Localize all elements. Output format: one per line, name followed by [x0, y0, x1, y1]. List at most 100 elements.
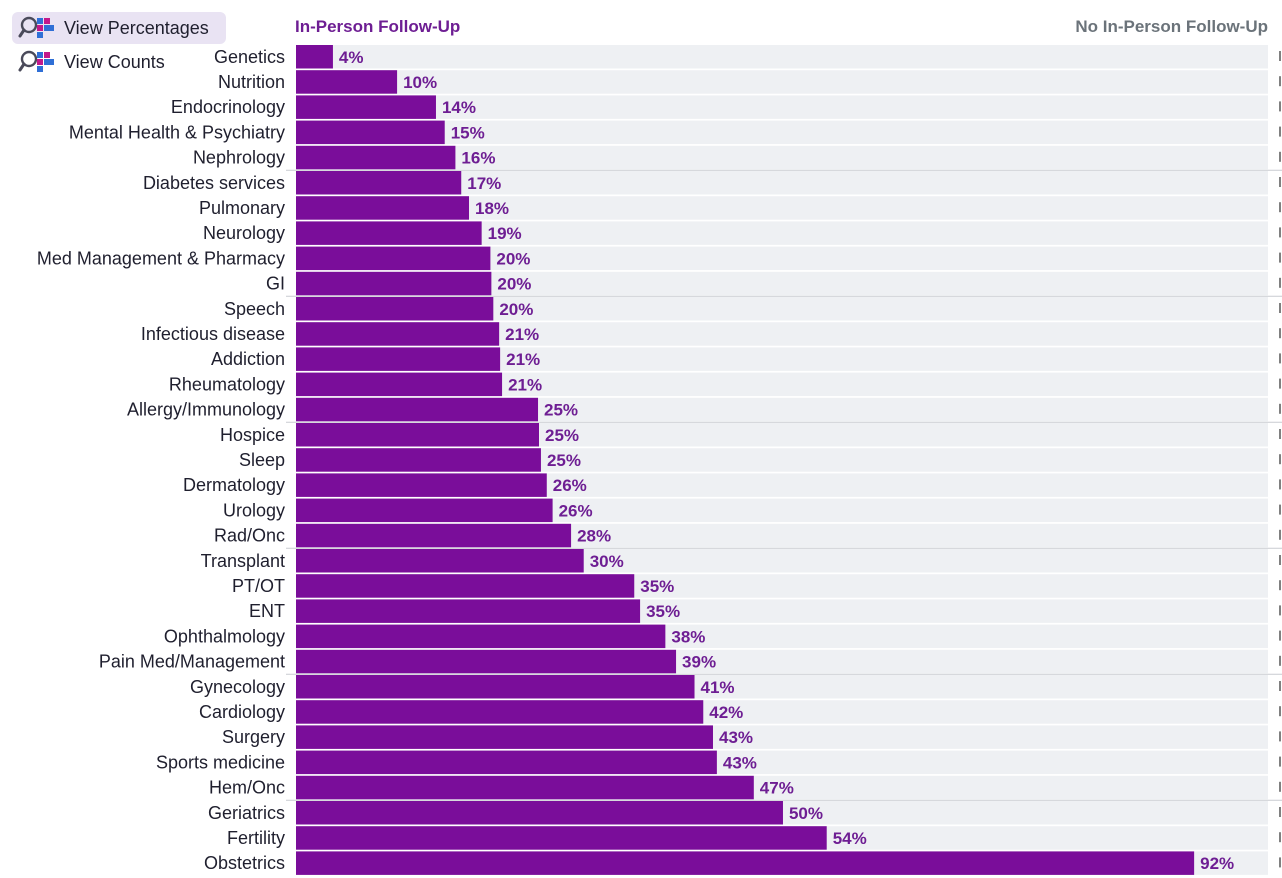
bar[interactable]	[296, 372, 503, 397]
value-label: 41%	[701, 678, 735, 697]
bar[interactable]	[296, 801, 783, 825]
category-label: Addiction	[211, 349, 285, 369]
value-label: 35%	[646, 602, 680, 621]
value-label: 21%	[505, 325, 539, 344]
value-label: 54%	[833, 829, 867, 848]
bar[interactable]	[296, 523, 572, 548]
value-label: 20%	[496, 249, 530, 268]
value-label: 25%	[544, 401, 578, 420]
bar[interactable]	[296, 95, 436, 119]
value-label: 15%	[451, 123, 485, 142]
category-label: Obstetrics	[204, 853, 285, 873]
view-counts-label: View Counts	[64, 51, 165, 72]
category-label: Nutrition	[218, 72, 285, 92]
bar-track	[296, 145, 1268, 170]
category-label: Sports medicine	[156, 752, 285, 772]
magnifier-chart-icon	[18, 16, 54, 38]
value-label: 20%	[499, 300, 533, 319]
category-label: Urology	[223, 500, 285, 520]
value-label: 26%	[559, 501, 593, 520]
bar[interactable]	[296, 221, 482, 245]
bar[interactable]	[296, 498, 553, 523]
series-label-no-in-person: No In-Person Follow-Up	[1075, 17, 1268, 36]
category-label: Genetics	[214, 47, 285, 67]
category-label: Pulmonary	[199, 198, 285, 218]
value-label: 30%	[590, 552, 624, 571]
bar[interactable]	[296, 775, 754, 800]
category-label: Transplant	[201, 551, 285, 571]
bar-track	[296, 297, 1268, 321]
view-percentages-label: View Percentages	[64, 17, 209, 38]
bar[interactable]	[296, 322, 500, 346]
bar[interactable]	[296, 423, 539, 447]
bar-track	[296, 347, 1268, 371]
bar[interactable]	[296, 826, 827, 850]
bar[interactable]	[296, 549, 584, 573]
bar[interactable]	[296, 599, 641, 623]
value-label: 4%	[339, 48, 364, 67]
bar[interactable]	[296, 624, 666, 649]
bar[interactable]	[296, 246, 491, 271]
category-label: Hospice	[220, 425, 285, 445]
category-label: Endocrinology	[171, 97, 285, 117]
bar[interactable]	[296, 851, 1195, 875]
value-label: 16%	[461, 149, 495, 168]
bar[interactable]	[296, 397, 539, 422]
category-label: Dermatology	[183, 475, 285, 495]
category-label: Rheumatology	[169, 374, 285, 394]
category-label: Cardiology	[199, 702, 285, 722]
bar[interactable]	[296, 45, 333, 69]
category-label: GI	[266, 274, 285, 294]
value-label: 39%	[682, 653, 716, 672]
value-label: 43%	[719, 728, 753, 747]
bar[interactable]	[296, 297, 494, 321]
bar-track	[296, 171, 1268, 195]
bar[interactable]	[296, 675, 695, 699]
category-label: Fertility	[227, 828, 285, 848]
bar[interactable]	[296, 448, 541, 472]
bar[interactable]	[296, 120, 445, 145]
bar[interactable]	[296, 196, 470, 220]
bar[interactable]	[296, 649, 677, 674]
category-label: Pain Med/Management	[99, 652, 285, 672]
bar[interactable]	[296, 70, 398, 94]
bar[interactable]	[296, 171, 462, 195]
view-percentages-button[interactable]: View Percentages	[12, 12, 226, 44]
bar[interactable]	[296, 725, 713, 749]
bar[interactable]	[296, 145, 456, 170]
value-label: 43%	[723, 753, 757, 772]
category-label: PT/OT	[232, 576, 285, 596]
bar[interactable]	[296, 574, 635, 598]
value-label: 38%	[671, 627, 705, 646]
bar[interactable]	[296, 473, 547, 497]
value-label: 28%	[577, 527, 611, 546]
value-label: 42%	[709, 703, 743, 722]
bar-track	[296, 45, 1268, 69]
view-counts-button[interactable]: View Counts	[12, 46, 179, 78]
category-label: Speech	[224, 299, 285, 319]
bar-track	[296, 372, 1268, 397]
category-label: Ophthalmology	[164, 626, 285, 646]
bar-track	[296, 196, 1268, 220]
bar[interactable]	[296, 700, 704, 724]
value-label: 92%	[1200, 854, 1234, 873]
value-label: 14%	[442, 98, 476, 117]
category-label: Nephrology	[193, 148, 285, 168]
value-label: 25%	[547, 451, 581, 470]
value-label: 18%	[475, 199, 509, 218]
value-label: 26%	[553, 476, 587, 495]
bar[interactable]	[296, 271, 492, 296]
value-label: 20%	[497, 275, 531, 294]
magnifier-chart-icon	[18, 50, 54, 72]
value-label: 25%	[545, 426, 579, 445]
bar[interactable]	[296, 347, 501, 371]
value-label: 10%	[403, 73, 437, 92]
bar-track	[296, 246, 1268, 271]
bar[interactable]	[296, 750, 717, 775]
bar-track	[296, 120, 1268, 145]
category-label: Diabetes services	[143, 173, 285, 193]
category-label: Mental Health & Psychiatry	[69, 122, 285, 142]
category-label: ENT	[249, 601, 285, 621]
bar-track	[296, 95, 1268, 119]
